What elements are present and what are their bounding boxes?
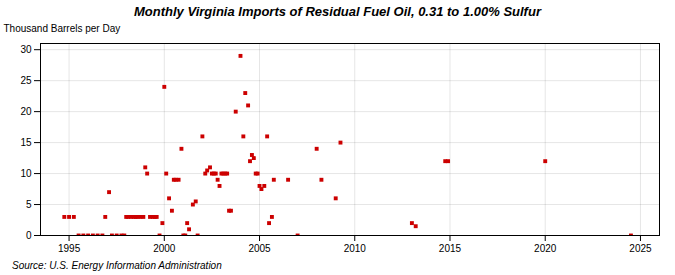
- svg-text:1995: 1995: [58, 243, 81, 254]
- svg-text:5: 5: [26, 199, 32, 210]
- svg-text:2010: 2010: [344, 243, 367, 254]
- svg-text:2000: 2000: [153, 243, 176, 254]
- svg-text:25: 25: [20, 75, 32, 86]
- svg-text:2015: 2015: [439, 243, 462, 254]
- svg-text:Thousand Barrels per Day: Thousand Barrels per Day: [4, 23, 121, 34]
- html-text:Monthly Virginia Imports of Re: Monthly Virginia Imports of Residual Fue…: [134, 4, 541, 19]
- svg-text:10: 10: [20, 168, 32, 179]
- svg-text:30: 30: [20, 44, 32, 55]
- svg-text:2005: 2005: [248, 243, 271, 254]
- svg-text:2025: 2025: [629, 243, 652, 254]
- svg-text:0: 0: [26, 230, 32, 241]
- svg-text:20: 20: [20, 106, 32, 117]
- svg-text:2020: 2020: [534, 243, 557, 254]
- svg-text:15: 15: [20, 137, 32, 148]
- html-text:Source: U.S. Energy Informatio: Source: U.S. Energy Information Administ…: [12, 260, 222, 271]
